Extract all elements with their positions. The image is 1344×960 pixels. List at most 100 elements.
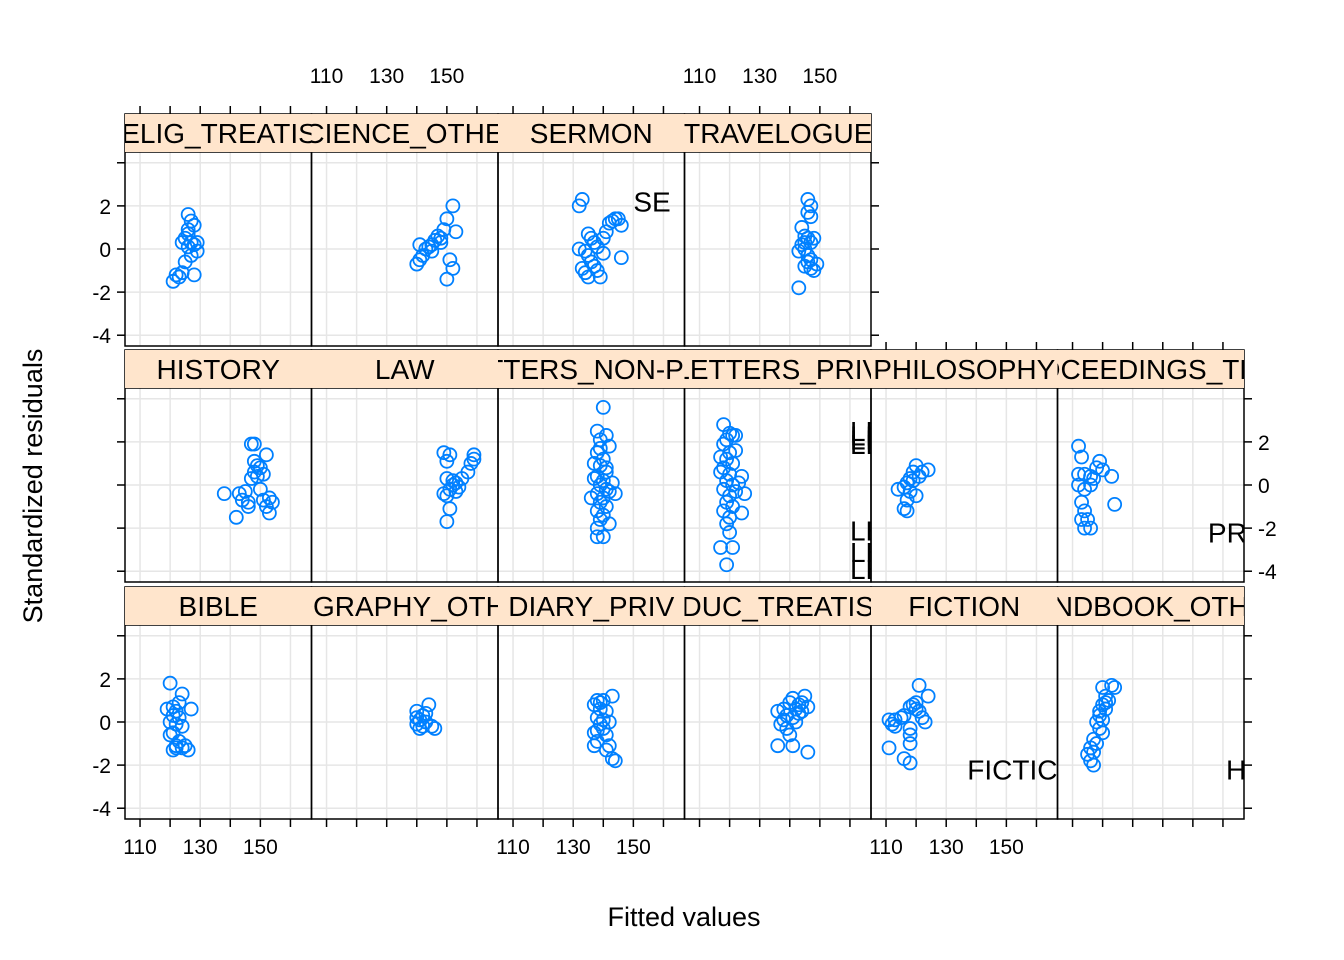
data-point (734, 468, 750, 484)
data-point (460, 464, 476, 480)
data-point (791, 280, 807, 296)
data-point (189, 235, 205, 250)
data-point (165, 273, 181, 289)
data-point (800, 254, 816, 270)
data-point (427, 232, 443, 248)
data-point (896, 501, 912, 517)
data-point (1083, 520, 1098, 536)
data-point (725, 540, 741, 555)
data-point (911, 677, 927, 693)
data-point (216, 486, 232, 502)
data-point (902, 755, 918, 771)
ticks-layer: 110 130 150 110 130 150 110 130 150 110 130 150 110 1… (92, 65, 1277, 859)
strip-label: RELIG_TREATISE (101, 118, 335, 149)
data-point (728, 484, 744, 499)
data-point (583, 490, 599, 506)
data-point (592, 701, 608, 717)
data-point (240, 499, 256, 514)
strip-label: SCIENCE_OTHER (286, 118, 524, 149)
strip-label: PHILOSOPHY (873, 354, 1055, 385)
data-point (261, 505, 277, 521)
panel-points (890, 458, 936, 519)
data-point (252, 481, 268, 497)
strip-background (498, 587, 685, 625)
data-point (424, 243, 440, 259)
data-point (800, 204, 816, 220)
x-tick-label: 150 (802, 65, 837, 88)
data-point (586, 471, 602, 486)
strip-background (498, 114, 685, 152)
data-point (607, 753, 623, 769)
points-layer (159, 192, 1123, 773)
data-point (409, 716, 425, 732)
strips-layer: BIBLE BIOGRAPHY_OTHERDIARY_PRIVEDUC_TREAT… (101, 114, 1288, 625)
data-point (788, 701, 804, 717)
data-point (1074, 512, 1089, 527)
data-point (1086, 757, 1101, 773)
x-tick-label: 150 (429, 65, 464, 88)
data-point (412, 721, 428, 736)
y-axis-title: Standardized residuals (18, 349, 48, 624)
data-point (908, 701, 924, 717)
data-point (908, 695, 924, 710)
x-tick-label: 150 (616, 836, 651, 859)
data-point (719, 557, 735, 573)
strip-label: LETTERS_NON-PRIV (452, 354, 731, 385)
data-point (466, 451, 482, 467)
overflow-label: FICTIC (967, 754, 1057, 785)
y-tick-label: 0 (1258, 475, 1270, 498)
data-point (174, 686, 190, 702)
data-point (914, 464, 930, 480)
data-point (180, 742, 196, 758)
data-point (595, 230, 611, 246)
data-point (448, 224, 464, 240)
data-point (177, 254, 193, 270)
data-point (1095, 680, 1111, 695)
data-point (598, 460, 614, 476)
panel-points (1080, 677, 1123, 773)
data-point (427, 721, 443, 736)
data-point (174, 740, 190, 756)
data-point (421, 697, 437, 713)
panel-points (436, 445, 482, 530)
strip-label: TRAVELOGUE (683, 118, 872, 149)
data-point (601, 438, 617, 454)
data-point (604, 213, 620, 229)
y-tick-label: -2 (92, 755, 111, 778)
overflow-label: LET (850, 554, 901, 585)
data-point (902, 721, 918, 736)
data-point (1107, 496, 1123, 512)
data-point (592, 695, 608, 710)
data-point (595, 693, 611, 708)
data-point (442, 252, 458, 268)
overflow-label: LET (850, 537, 901, 568)
data-point (439, 514, 455, 530)
data-point (1092, 703, 1108, 719)
data-point (571, 198, 587, 214)
grid-layer (125, 152, 1244, 819)
data-point (899, 503, 915, 519)
strip-label: EDUC_TREATISE (663, 591, 893, 622)
data-point (902, 484, 918, 499)
x-tick-label: 110 (123, 836, 156, 859)
data-point (439, 271, 455, 287)
data-point (713, 540, 728, 555)
strip-background (311, 587, 498, 625)
data-point (255, 492, 271, 508)
y-tick-label: -2 (1258, 518, 1277, 541)
data-point (228, 509, 244, 525)
panel-points (409, 697, 443, 736)
y-tick-label: 2 (99, 669, 111, 692)
strip-label: HANDBOOK_OTHER (1014, 591, 1288, 622)
x-tick-label: 130 (742, 65, 777, 88)
strip-label: LETTERS_PRIV (674, 354, 881, 385)
data-point (911, 468, 927, 484)
data-point (598, 499, 614, 514)
data-point (770, 738, 786, 754)
x-tick-label: 130 (369, 65, 404, 88)
data-point (1104, 468, 1120, 484)
data-point (713, 464, 728, 480)
overflow-label: LET (850, 515, 901, 546)
data-point (165, 742, 181, 758)
data-point (255, 466, 271, 482)
